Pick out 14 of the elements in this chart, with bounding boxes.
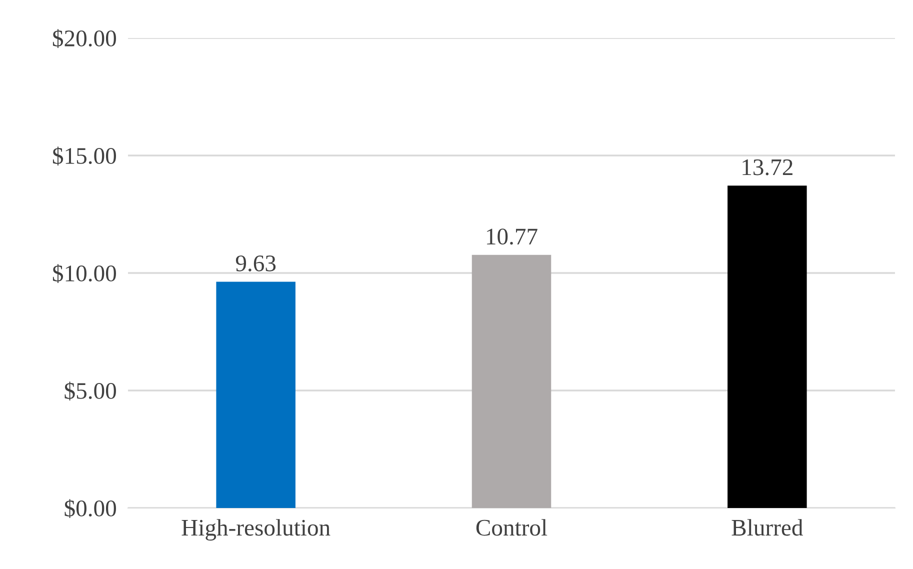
data-label: 10.77 bbox=[487, 228, 538, 245]
x-tick-label: High-resolution bbox=[182, 519, 330, 541]
y-tick-label: $15.00 bbox=[52, 146, 116, 166]
y-tick-label: $20.00 bbox=[52, 29, 116, 48]
bar bbox=[728, 186, 807, 508]
bar bbox=[216, 282, 296, 508]
bar bbox=[472, 254, 552, 508]
y-tick-label: $10.00 bbox=[52, 264, 116, 283]
x-tick-label: Control bbox=[476, 519, 548, 536]
data-label: 13.72 bbox=[742, 159, 792, 176]
data-label: 9.63 bbox=[236, 255, 276, 272]
y-tick-label: $0.00 bbox=[64, 499, 116, 518]
y-tick-label: $5.00 bbox=[64, 382, 116, 400]
x-tick-label: Blurred bbox=[732, 519, 803, 536]
